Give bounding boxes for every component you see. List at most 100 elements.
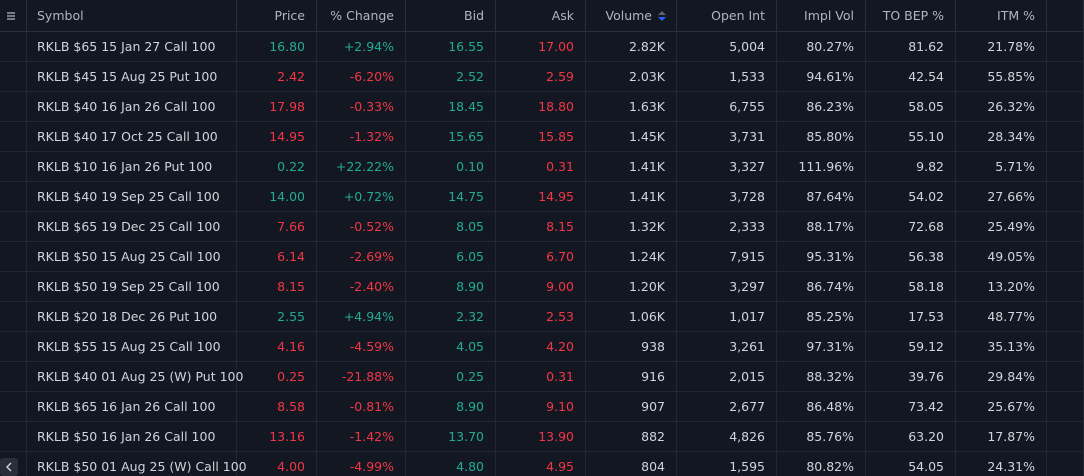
table-cell: 25.67%: [956, 392, 1047, 421]
table-row[interactable]: RKLB $50 15 Aug 25 Call 100 6.14 -2.69% 6.0…: [0, 242, 1084, 272]
table-cell: 14.95: [237, 122, 317, 151]
table-cell: 48.77%: [956, 302, 1047, 331]
table-cell: 9.10: [496, 392, 586, 421]
table-cell: 95.31%: [777, 242, 866, 271]
table-cell: 15.65: [406, 122, 496, 151]
table-cell: 85.25%: [777, 302, 866, 331]
table-row[interactable]: RKLB $10 16 Jan 26 Put 100 0.22 +22.22% 0.1…: [0, 152, 1084, 182]
sort-icon[interactable]: [658, 10, 666, 21]
row-cell: [1047, 452, 1084, 476]
table-cell: 21.78%: [956, 32, 1047, 61]
row-cell: [0, 362, 27, 391]
column-header[interactable]: Volume: [586, 0, 677, 31]
table-cell: 80.82%: [777, 452, 866, 476]
table-cell: 3,297: [677, 272, 777, 301]
table-cell: 35.13%: [956, 332, 1047, 361]
column-header[interactable]: Open Int: [677, 0, 777, 31]
column-header[interactable]: Ask: [496, 0, 586, 31]
table-cell: 6.05: [406, 242, 496, 271]
row-cell: [1047, 242, 1084, 271]
table-row[interactable]: RKLB $50 16 Jan 26 Call 100 13.16 -1.42% 13…: [0, 422, 1084, 452]
column-header[interactable]: % Change: [317, 0, 406, 31]
symbol-cell: RKLB $10 16 Jan 26 Put 100: [27, 152, 237, 181]
table-cell: 13.20%: [956, 272, 1047, 301]
symbol-cell: RKLB $50 01 Aug 25 (W) Call 100: [27, 452, 247, 476]
row-cell: [0, 182, 27, 211]
table-cell: 85.76%: [777, 422, 866, 451]
table-cell: 17.00: [496, 32, 586, 61]
table-cell: -1.32%: [317, 122, 406, 151]
row-cell: [0, 242, 27, 271]
table-cell: 916: [586, 362, 677, 391]
table-cell: 17.98: [237, 92, 317, 121]
symbol-cell: RKLB $65 19 Dec 25 Call 100: [27, 212, 237, 241]
table-row[interactable]: RKLB $40 16 Jan 26 Call 100 17.98 -0.33% 18…: [0, 92, 1084, 122]
row-cell: [1047, 92, 1084, 121]
table-cell: 2.82K: [586, 32, 677, 61]
table-cell: 24.31%: [956, 452, 1047, 476]
menu-icon[interactable]: [6, 11, 16, 21]
symbol-cell: RKLB $65 15 Jan 27 Call 100: [27, 32, 237, 61]
row-cell: [1047, 212, 1084, 241]
table-cell: 4.05: [406, 332, 496, 361]
column-header[interactable]: ITM %: [956, 0, 1047, 31]
table-cell: 2.03K: [586, 62, 677, 91]
column-header[interactable]: TO BEP %: [866, 0, 956, 31]
table-row[interactable]: RKLB $40 19 Sep 25 Call 100 14.00 +0.72% 14…: [0, 182, 1084, 212]
table-cell: -4.99%: [317, 452, 406, 476]
symbol-cell: RKLB $50 15 Aug 25 Call 100: [27, 242, 237, 271]
table-cell: 882: [586, 422, 677, 451]
table-cell: 86.74%: [777, 272, 866, 301]
row-cell: [1047, 272, 1084, 301]
table-cell: -2.69%: [317, 242, 406, 271]
row-cell: [1047, 122, 1084, 151]
table-row[interactable]: RKLB $55 15 Aug 25 Call 100 4.16 -4.59% 4.0…: [0, 332, 1084, 362]
table-cell: 14.00: [237, 182, 317, 211]
table-cell: 0.31: [496, 152, 586, 181]
table-cell: 94.61%: [777, 62, 866, 91]
table-cell: 55.85%: [956, 62, 1047, 91]
table-row[interactable]: RKLB $40 01 Aug 25 (W) Put 100 0.25 -21.88…: [0, 362, 1084, 392]
column-header[interactable]: Impl Vol: [777, 0, 866, 31]
table-row[interactable]: RKLB $20 18 Dec 26 Put 100 2.55 +4.94% 2.32…: [0, 302, 1084, 332]
table-row[interactable]: RKLB $65 16 Jan 26 Call 100 8.58 -0.81% 8.9…: [0, 392, 1084, 422]
table-cell: +2.94%: [317, 32, 406, 61]
table-cell: 8.90: [406, 392, 496, 421]
row-cell: [0, 122, 27, 151]
column-header[interactable]: Symbol: [27, 0, 237, 31]
table-row[interactable]: RKLB $40 17 Oct 25 Call 100 14.95 -1.32% 15…: [0, 122, 1084, 152]
table-cell: 8.05: [406, 212, 496, 241]
symbol-cell: RKLB $40 16 Jan 26 Call 100: [27, 92, 237, 121]
table-cell: 1,017: [677, 302, 777, 331]
column-header[interactable]: Bid: [406, 0, 496, 31]
row-cell: [0, 332, 27, 361]
row-cell: [0, 302, 27, 331]
table-cell: +4.94%: [317, 302, 406, 331]
table-row[interactable]: RKLB $65 19 Dec 25 Call 100 7.66 -0.52% 8.0…: [0, 212, 1084, 242]
symbol-cell: RKLB $45 15 Aug 25 Put 100: [27, 62, 237, 91]
table-cell: 1.41K: [586, 152, 677, 181]
table-row[interactable]: RKLB $50 19 Sep 25 Call 100 8.15 -2.40% 8.9…: [0, 272, 1084, 302]
row-cell: [0, 62, 27, 91]
table-cell: -2.40%: [317, 272, 406, 301]
table-cell: 2.53: [496, 302, 586, 331]
column-header[interactable]: Price: [237, 0, 317, 31]
table-row[interactable]: RKLB $45 15 Aug 25 Put 100 2.42 -6.20% 2.52…: [0, 62, 1084, 92]
table-cell: 13.90: [496, 422, 586, 451]
table-row[interactable]: RKLB $65 15 Jan 27 Call 100 16.80 +2.94% 16…: [0, 32, 1084, 62]
table-cell: 29.84%: [956, 362, 1047, 391]
table-cell: 14.95: [496, 182, 586, 211]
table-cell: 13.16: [237, 422, 317, 451]
table-cell: 8.15: [237, 272, 317, 301]
table-cell: -4.59%: [317, 332, 406, 361]
table-cell: -0.33%: [317, 92, 406, 121]
collapse-button[interactable]: [0, 458, 18, 476]
table-row[interactable]: RKLB $50 01 Aug 25 (W) Call 100 4.00 -4.99…: [0, 452, 1084, 476]
row-cell: [1047, 362, 1084, 391]
row-cell: [0, 392, 27, 421]
table-cell: 1.32K: [586, 212, 677, 241]
table-cell: 2.52: [406, 62, 496, 91]
table-cell: 87.64%: [777, 182, 866, 211]
row-cell: [1047, 152, 1084, 181]
table-cell: 8.15: [496, 212, 586, 241]
